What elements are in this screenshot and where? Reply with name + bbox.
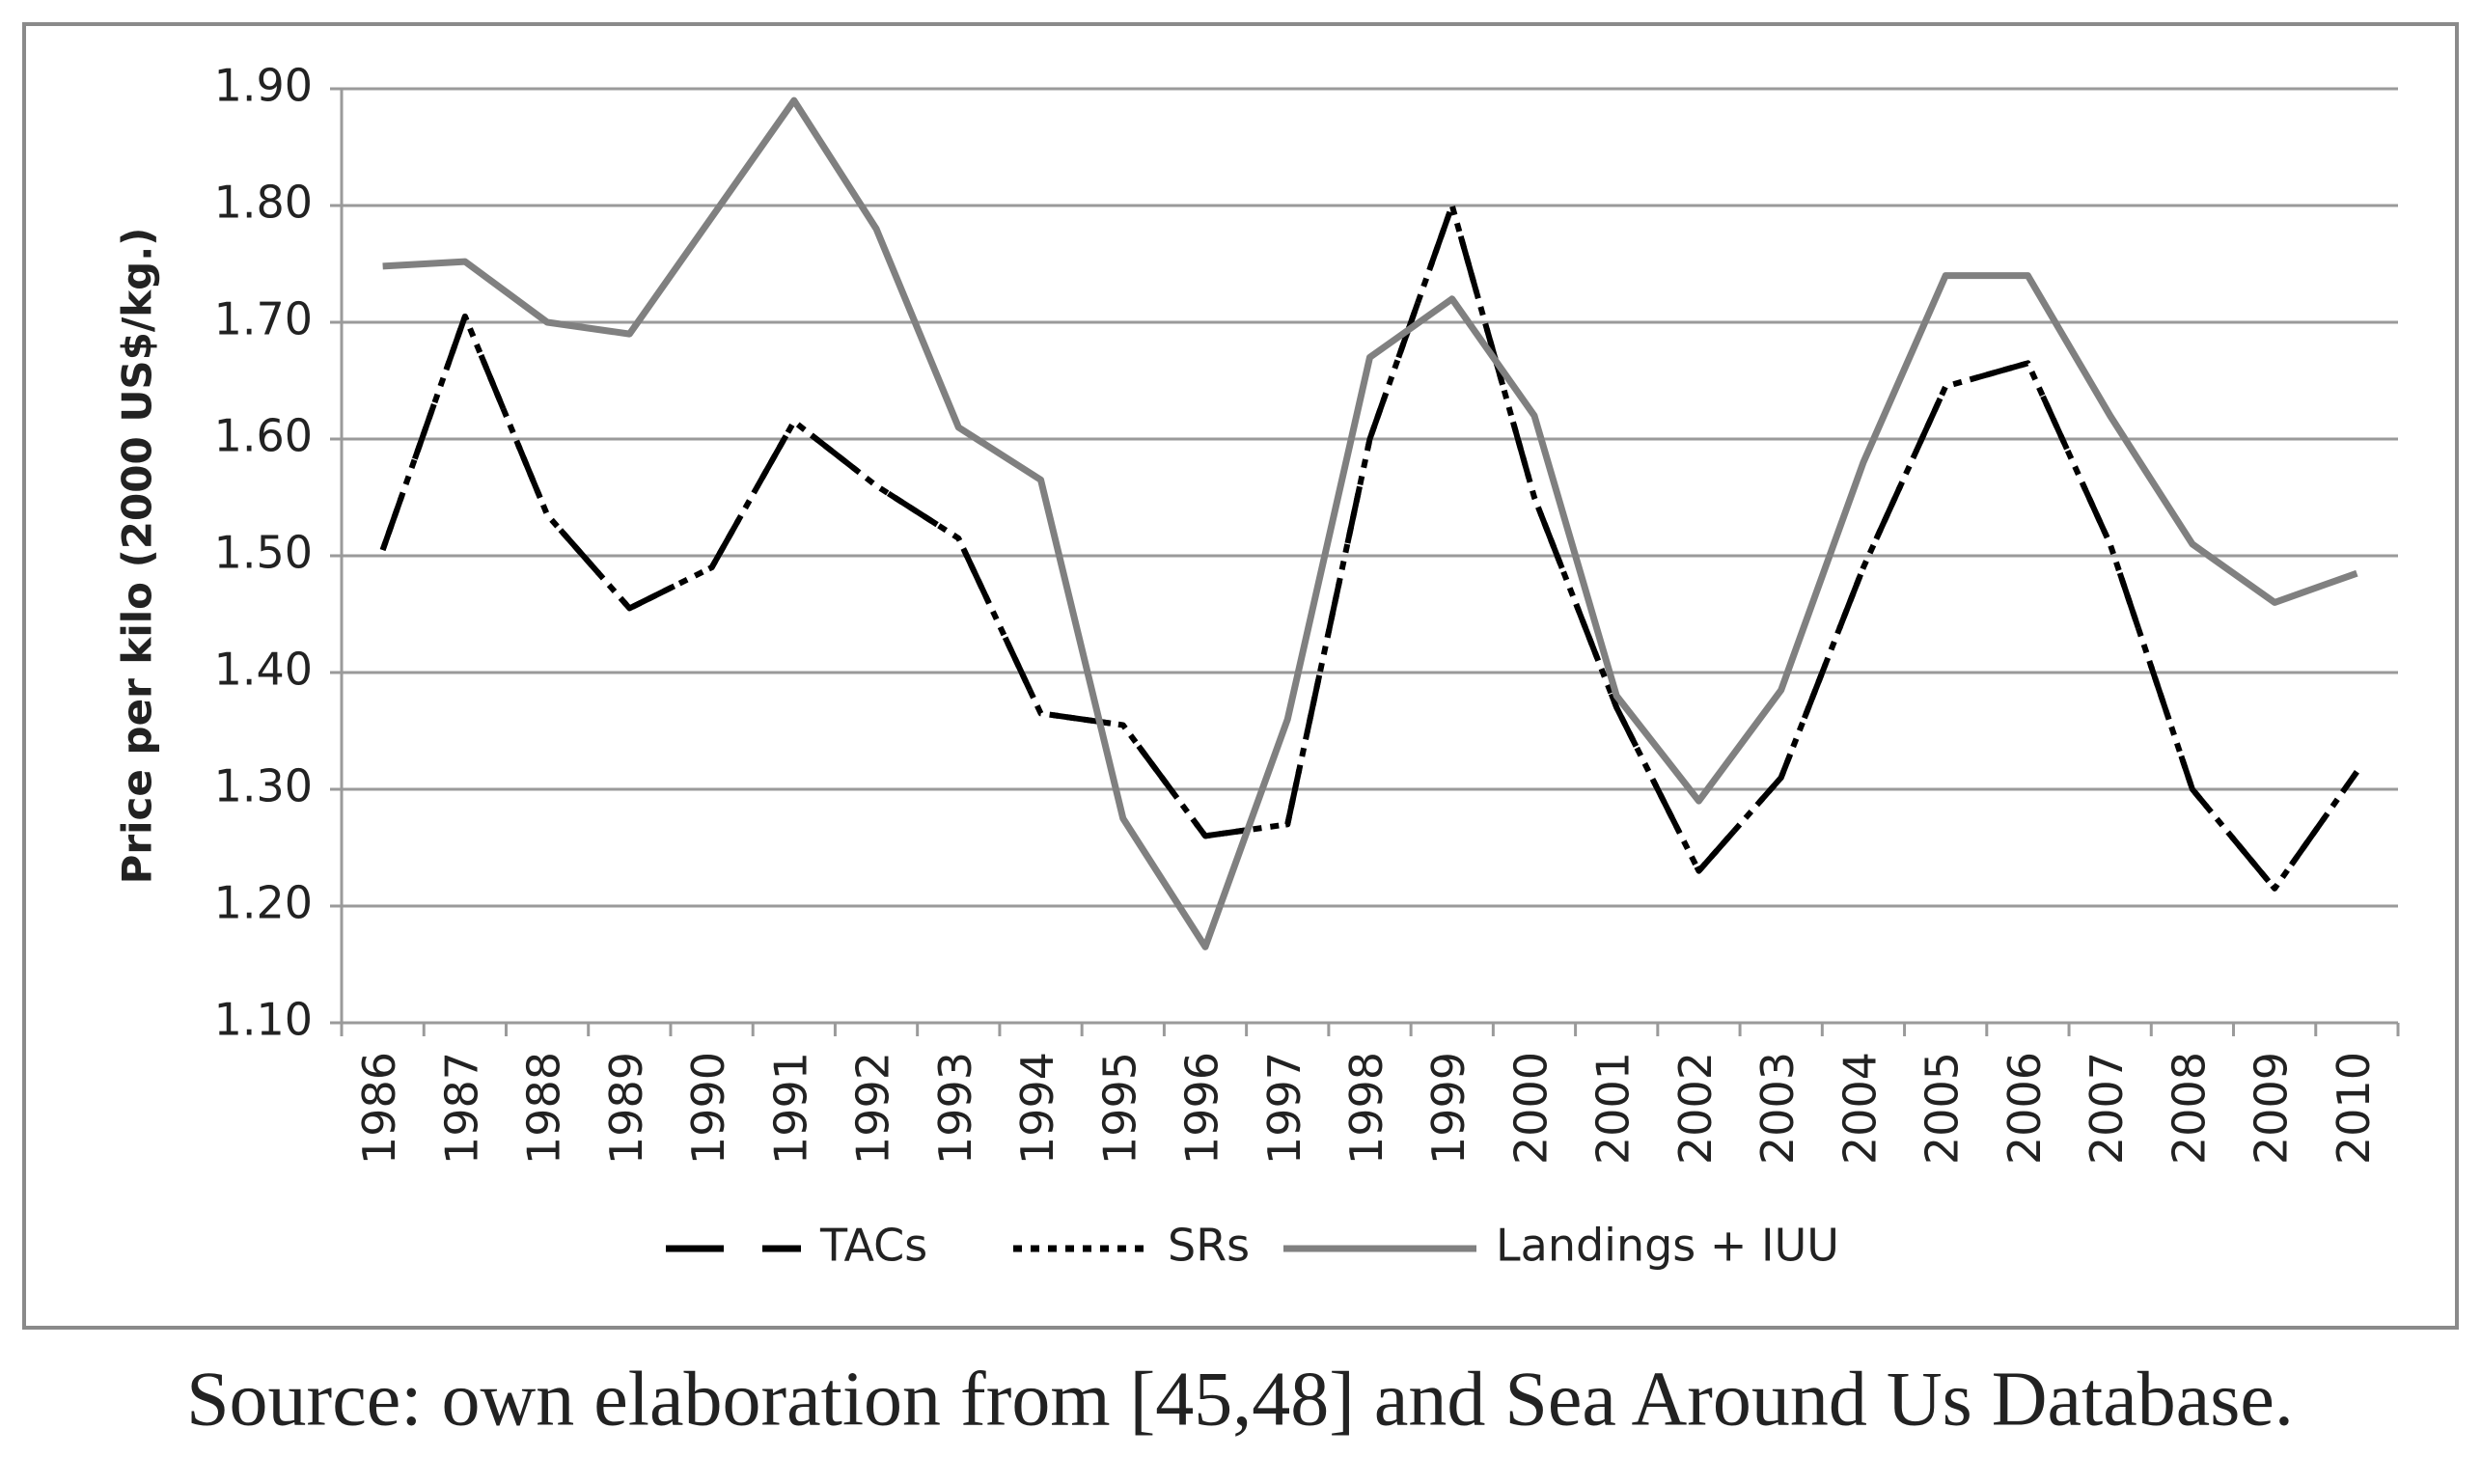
x-tick-label: 1998 [1340,1052,1392,1165]
legend-label: Landings + IUU [1496,1220,1839,1272]
y-tick-label: 1.20 [214,877,313,929]
x-tick-label: 1987 [435,1052,487,1165]
x-tick-label: 1996 [1176,1052,1228,1165]
x-tick-label: 1993 [929,1052,981,1165]
y-tick-label: 1.90 [214,60,313,112]
y-tick-label: 1.10 [214,994,313,1046]
y-tick-label: 1.40 [214,644,313,696]
series-line [382,96,2358,950]
x-tick-label: 2001 [1587,1052,1640,1165]
x-tick-label: 1989 [600,1052,652,1165]
y-tick-label: 1.30 [214,760,313,812]
legend-label: SRs [1168,1220,1250,1272]
x-tick-label: 2009 [2246,1052,2298,1165]
y-tick-label: 1.70 [214,293,313,345]
y-axis-label: Price per kilo (2000 US$/kg.) [114,228,161,885]
y-tick-label: 1.80 [214,177,313,229]
x-tick-label: 1991 [764,1052,816,1165]
x-tick-label: 1995 [1093,1052,1145,1165]
x-tick-label: 1992 [847,1052,899,1165]
x-tick-label: 2007 [2081,1052,2133,1165]
x-tick-label: 1999 [1422,1052,1475,1165]
x-tick-label: 1986 [353,1052,405,1165]
x-tick-label: 2000 [1504,1052,1557,1165]
x-tick-label: 2002 [1669,1052,1722,1165]
y-tick-label: 1.60 [214,410,313,462]
x-tick-label: 2004 [1833,1052,1886,1165]
chart-frame [22,22,2459,1330]
x-tick-label: 1994 [1011,1052,1063,1165]
x-tick-label: 2005 [1916,1052,1969,1165]
x-tick-label: 2003 [1751,1052,1804,1165]
x-tick-label: 2006 [1999,1052,2051,1165]
source-note: Source: own elaboration from [45,48] and… [186,1357,2294,1442]
series-line [379,203,2359,892]
x-tick-label: 2008 [2163,1052,2215,1165]
x-tick-label: 1997 [1258,1052,1310,1165]
x-tick-label: 1990 [682,1052,734,1165]
x-tick-label: 2010 [2328,1052,2380,1165]
legend-label: TACs [819,1220,927,1272]
x-tick-label: 1988 [518,1052,570,1165]
y-tick-label: 1.50 [214,527,313,579]
